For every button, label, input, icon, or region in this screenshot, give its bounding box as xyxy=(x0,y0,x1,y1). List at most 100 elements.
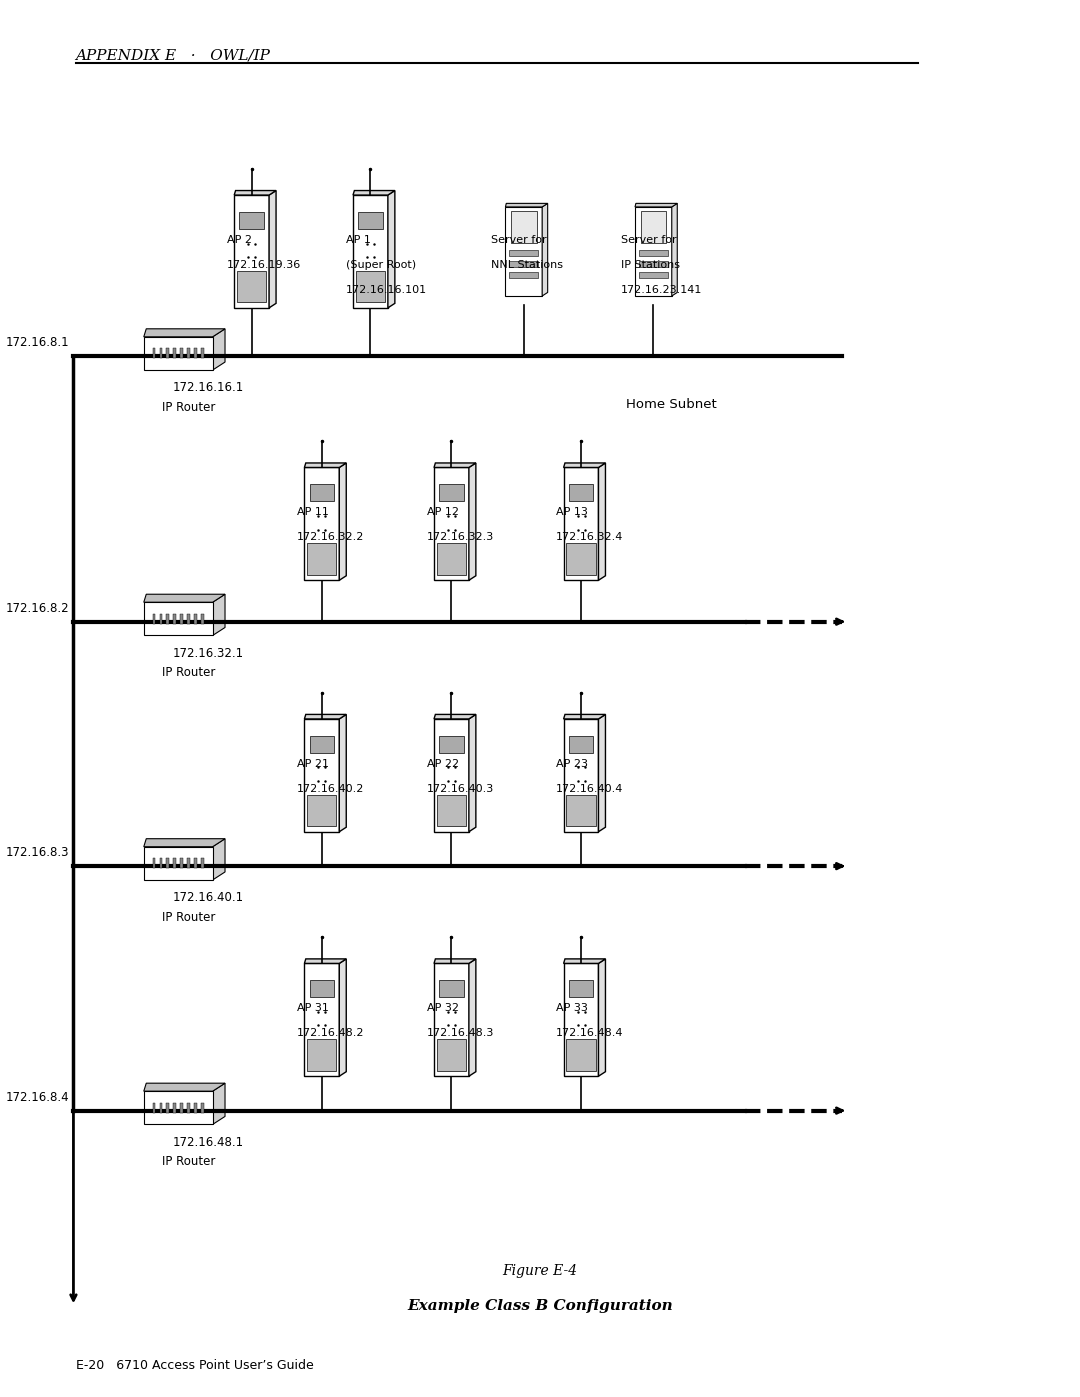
Text: 172.16.19.36: 172.16.19.36 xyxy=(227,260,301,270)
Text: 172.16.48.4: 172.16.48.4 xyxy=(556,1028,624,1038)
Text: IP Router: IP Router xyxy=(162,401,215,414)
Bar xyxy=(509,250,539,256)
Bar xyxy=(187,858,190,869)
Bar xyxy=(359,212,382,229)
Text: 172.16.8.3: 172.16.8.3 xyxy=(5,847,69,859)
Text: 172.16.23.141: 172.16.23.141 xyxy=(621,285,702,295)
Bar xyxy=(307,543,337,574)
Polygon shape xyxy=(434,714,476,719)
Polygon shape xyxy=(469,462,476,580)
Bar xyxy=(187,1102,190,1113)
Bar xyxy=(305,468,339,580)
Bar xyxy=(160,858,162,869)
Bar xyxy=(166,1102,170,1113)
Text: APPENDIX E   ·   OWL/IP: APPENDIX E · OWL/IP xyxy=(76,49,270,63)
Text: Example Class B Configuration: Example Class B Configuration xyxy=(407,1299,673,1313)
Text: AP 1: AP 1 xyxy=(346,235,370,244)
Bar xyxy=(434,468,469,580)
Bar xyxy=(564,468,598,580)
Text: 172.16.8.4: 172.16.8.4 xyxy=(5,1091,69,1104)
Polygon shape xyxy=(353,190,395,196)
Bar xyxy=(144,847,213,880)
Bar xyxy=(310,736,334,753)
Text: IP Router: IP Router xyxy=(162,666,215,679)
Bar xyxy=(440,981,463,997)
Bar xyxy=(152,858,156,869)
Bar xyxy=(310,981,334,997)
Polygon shape xyxy=(598,714,606,831)
Text: 172.16.40.4: 172.16.40.4 xyxy=(556,784,623,793)
Polygon shape xyxy=(564,714,606,719)
Bar xyxy=(201,858,204,869)
Polygon shape xyxy=(213,1083,225,1125)
Text: AP 22: AP 22 xyxy=(427,759,459,768)
Bar xyxy=(194,613,197,624)
Text: 172.16.32.1: 172.16.32.1 xyxy=(173,647,244,659)
Text: (Super Root): (Super Root) xyxy=(346,260,416,270)
Text: NNL Stations: NNL Stations xyxy=(491,260,564,270)
Bar xyxy=(240,212,264,229)
Text: E-20   6710 Access Point User’s Guide: E-20 6710 Access Point User’s Guide xyxy=(76,1359,313,1372)
Text: 172.16.16.1: 172.16.16.1 xyxy=(173,381,244,394)
Bar xyxy=(166,613,170,624)
Text: 172.16.32.4: 172.16.32.4 xyxy=(556,532,623,542)
Text: 172.16.40.2: 172.16.40.2 xyxy=(297,784,364,793)
Polygon shape xyxy=(564,462,606,468)
Bar xyxy=(307,1039,337,1070)
Bar xyxy=(201,613,204,624)
Bar xyxy=(174,858,176,869)
Polygon shape xyxy=(434,462,476,468)
Bar xyxy=(638,261,669,267)
Text: AP 12: AP 12 xyxy=(427,507,459,517)
Polygon shape xyxy=(505,204,548,207)
Bar xyxy=(640,211,666,243)
Text: Server for: Server for xyxy=(491,235,548,244)
Bar xyxy=(566,543,596,574)
Text: Server for: Server for xyxy=(621,235,677,244)
Text: IP Router: IP Router xyxy=(162,1155,215,1168)
Polygon shape xyxy=(213,838,225,880)
Bar xyxy=(440,485,463,502)
Bar xyxy=(509,261,539,267)
Polygon shape xyxy=(144,594,225,602)
Bar xyxy=(160,613,162,624)
Polygon shape xyxy=(434,958,476,964)
Bar xyxy=(201,1102,204,1113)
Polygon shape xyxy=(564,958,606,964)
Text: 172.16.32.2: 172.16.32.2 xyxy=(297,532,364,542)
Text: AP 33: AP 33 xyxy=(556,1003,589,1013)
Text: Home Subnet: Home Subnet xyxy=(626,398,717,411)
Polygon shape xyxy=(144,328,225,337)
Bar xyxy=(511,211,537,243)
Polygon shape xyxy=(635,204,677,207)
Polygon shape xyxy=(339,462,347,580)
Text: 172.16.32.3: 172.16.32.3 xyxy=(427,532,494,542)
Bar xyxy=(180,858,183,869)
Bar xyxy=(144,337,213,370)
Bar xyxy=(566,1039,596,1070)
Text: 172.16.48.3: 172.16.48.3 xyxy=(427,1028,494,1038)
Text: AP 2: AP 2 xyxy=(227,235,252,244)
Bar xyxy=(436,795,467,826)
Bar xyxy=(569,981,593,997)
Bar xyxy=(307,795,337,826)
Polygon shape xyxy=(213,594,225,636)
Bar xyxy=(194,348,197,359)
Bar xyxy=(569,736,593,753)
Bar xyxy=(160,1102,162,1113)
Bar xyxy=(440,736,463,753)
Text: 172.16.48.1: 172.16.48.1 xyxy=(173,1136,244,1148)
Bar xyxy=(305,964,339,1076)
Bar xyxy=(194,858,197,869)
Bar xyxy=(187,348,190,359)
Polygon shape xyxy=(144,838,225,847)
Bar xyxy=(237,271,267,302)
Bar xyxy=(166,858,170,869)
Text: IP Router: IP Router xyxy=(162,911,215,923)
Bar xyxy=(166,348,170,359)
Bar xyxy=(160,348,162,359)
Bar xyxy=(152,613,156,624)
Text: AP 13: AP 13 xyxy=(556,507,589,517)
Polygon shape xyxy=(469,958,476,1076)
Bar xyxy=(509,272,539,278)
